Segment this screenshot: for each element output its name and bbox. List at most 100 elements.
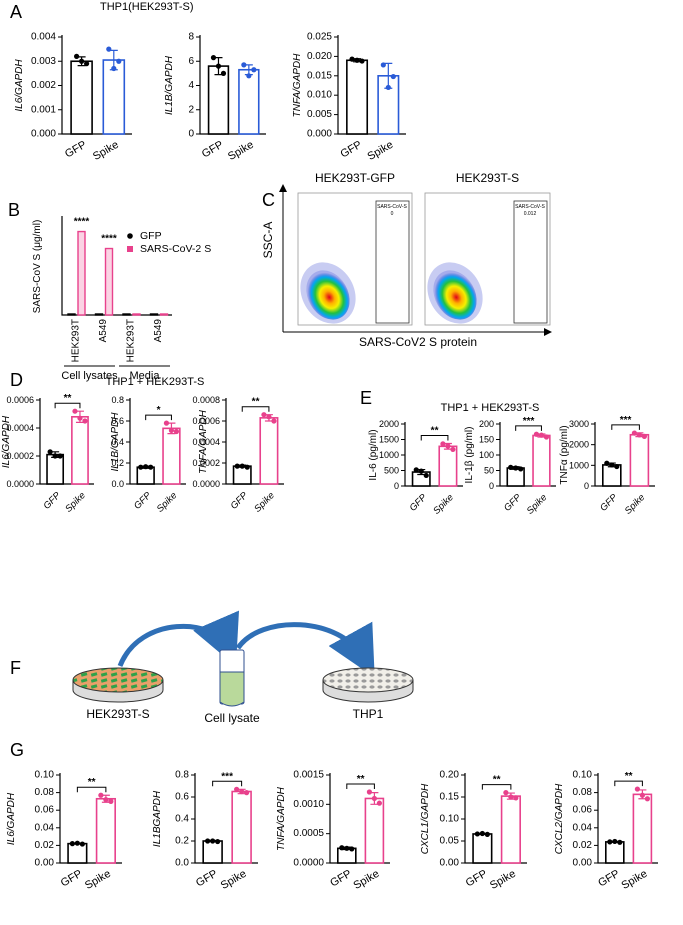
- y-tick-label: 0.0004: [6, 423, 34, 433]
- panel-title: THP1 + HEK293T-S: [106, 376, 205, 388]
- y-axis-label: TNFA/GAPDH: [276, 786, 287, 850]
- data-point: [210, 55, 217, 61]
- y-tick-label: 0: [188, 129, 194, 140]
- data-point: [72, 408, 78, 414]
- schematic: HEK293T-S Cell lysate THP1: [72, 610, 414, 725]
- data-point: [77, 415, 83, 421]
- panel-letter: A: [10, 2, 22, 22]
- data-point: [79, 58, 85, 64]
- y-tick-label: 0.000: [307, 129, 332, 140]
- y-tick-label: 0.10: [440, 814, 460, 825]
- y-axis-label: IL-6 (pg/ml): [368, 429, 379, 480]
- group-label: Cell lysates: [61, 370, 118, 382]
- data-point: [634, 786, 641, 792]
- x-tick-label: Spike: [623, 492, 648, 517]
- x-tick-label: GFP: [41, 490, 63, 512]
- data-point: [108, 798, 114, 805]
- y-tick-label: 2000: [379, 419, 399, 429]
- data-point: [513, 795, 519, 801]
- data-point: [52, 453, 58, 459]
- x-tick-label: Spike: [226, 139, 256, 163]
- significance-bracket: [76, 786, 107, 793]
- data-point: [371, 795, 377, 802]
- significance-bracket: [614, 780, 643, 787]
- y-tick-label: 0.02: [573, 840, 593, 851]
- significance-bracket: [420, 435, 449, 441]
- y-tick-label: 2000: [569, 440, 589, 450]
- y-axis-label: IL6/GAPDH: [6, 792, 17, 845]
- data-point: [103, 797, 109, 803]
- data-point: [644, 796, 651, 802]
- y-axis-label: IL1B/GAPDH: [164, 55, 175, 115]
- y-tick-label: 0.06: [573, 805, 593, 816]
- data-point: [79, 841, 85, 847]
- data-point: [614, 463, 620, 470]
- data-point: [366, 789, 372, 795]
- bar: [346, 59, 369, 135]
- x-tick-label: GFP: [194, 868, 220, 890]
- data-point: [440, 441, 446, 447]
- y-axis-label: TNFα (pg/ml): [559, 425, 570, 484]
- data-point: [74, 53, 80, 60]
- y-tick-label: 0.0000: [293, 858, 324, 869]
- y-axis-label: SARS-CoV S (μg/ml): [32, 220, 43, 314]
- x-tick-label: GFP: [229, 490, 251, 512]
- bar: [604, 841, 625, 864]
- bar: [500, 795, 521, 864]
- data-point: [445, 443, 451, 449]
- x-tick-label: GFP: [502, 492, 524, 514]
- data-point: [359, 58, 365, 64]
- y-tick-label: 0.010: [307, 90, 332, 101]
- y-tick-label: 0.0000: [192, 479, 220, 489]
- arrow: [117, 610, 239, 667]
- y-tick-label: 0.00: [440, 858, 460, 869]
- data-point: [69, 841, 75, 847]
- y-tick-label: 1500: [379, 435, 399, 445]
- significance-label: ***: [523, 416, 535, 427]
- bar: [94, 313, 104, 316]
- data-point: [641, 433, 648, 439]
- data-point: [74, 840, 80, 846]
- data-point: [474, 831, 480, 837]
- y-tick-label: 0.00: [573, 858, 593, 869]
- dish: [322, 667, 414, 693]
- y-tick-label: 0.08: [573, 787, 593, 798]
- data-point: [163, 420, 170, 426]
- data-point: [344, 845, 350, 851]
- panel-letter: B: [8, 200, 20, 220]
- y-tick-label: 500: [384, 466, 399, 476]
- data-point: [533, 431, 540, 437]
- significance-bracket: [241, 406, 270, 412]
- bar: [472, 833, 493, 864]
- significance-label: *: [157, 405, 161, 416]
- y-tick-label: 0.4: [111, 437, 124, 447]
- y-tick-label: 0.20: [440, 770, 460, 781]
- panel-title: THP1 + HEK293T-S: [441, 402, 540, 414]
- schematic-label: HEK293T-S: [86, 707, 149, 721]
- gate: [513, 200, 548, 324]
- data-point: [604, 460, 610, 466]
- data-point: [423, 472, 429, 479]
- x-tick-label: GFP: [596, 868, 622, 890]
- data-point: [543, 434, 550, 440]
- gate-value: 0: [391, 211, 394, 217]
- legend-label: GFP: [140, 230, 162, 242]
- group-label: Media: [130, 370, 161, 382]
- data-point: [251, 67, 257, 73]
- bar: [438, 445, 458, 487]
- y-tick-label: 3000: [569, 419, 589, 429]
- x-tick-label: Spike: [488, 868, 518, 892]
- y-tick-label: 0.02: [35, 840, 55, 851]
- data-point: [239, 788, 245, 795]
- bar: [77, 230, 86, 316]
- y-axis-label: CXCL1/GAPDH: [420, 783, 431, 854]
- data-point: [241, 62, 247, 68]
- x-tick-label: A549: [153, 319, 164, 343]
- y-axis-label: IL6/GAPDH: [1, 415, 12, 468]
- y-tick-label: 0.4: [175, 814, 189, 825]
- panel-letter: D: [10, 370, 23, 390]
- data-point: [215, 63, 222, 69]
- bar: [629, 433, 650, 487]
- gate-label: SARS-CoV-S: [377, 204, 407, 210]
- x-tick-label: GFP: [338, 139, 364, 161]
